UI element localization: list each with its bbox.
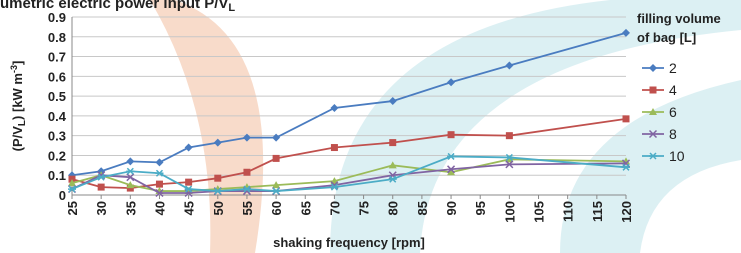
- x-tick-label: 110: [561, 201, 576, 222]
- x-tick-label: 90: [444, 201, 459, 215]
- x-tick-label: 70: [327, 201, 342, 215]
- y-tick-label: 0.1: [48, 168, 66, 183]
- legend-title: of bag [L]: [637, 30, 696, 45]
- x-tick-label: 30: [94, 201, 109, 215]
- y-tick-label: 0.4: [48, 109, 67, 124]
- chart: umetric electric power input P/VL (P/VL)…: [0, 0, 741, 253]
- legend-marker: [649, 64, 657, 72]
- x-tick-label: 65: [298, 201, 313, 215]
- x-tick-label: 55: [240, 201, 255, 215]
- legend-label: 4: [669, 82, 677, 98]
- x-tick-label: 105: [532, 201, 547, 223]
- y-tick-label: 0.2: [48, 148, 66, 163]
- x-tick-label: 85: [415, 201, 430, 215]
- x-tick-label: 80: [386, 201, 401, 215]
- x-tick-label: 60: [269, 201, 284, 215]
- y-axis-label: (P/VL) [kW m-3]: [9, 61, 28, 152]
- marker: [155, 158, 163, 166]
- marker: [126, 168, 134, 174]
- marker: [330, 104, 338, 112]
- marker: [98, 184, 105, 191]
- marker: [273, 155, 280, 162]
- x-tick-label: 100: [502, 201, 517, 223]
- marker: [331, 144, 338, 151]
- marker: [156, 181, 163, 188]
- marker: [214, 175, 221, 182]
- x-tick-label: 75: [357, 201, 372, 215]
- legend-label: 10: [669, 148, 685, 164]
- x-tick-label: 45: [182, 201, 197, 215]
- marker: [185, 144, 193, 152]
- x-tick-label: 120: [619, 201, 634, 223]
- legend-label: 2: [669, 60, 677, 76]
- y-tick-label: 0.9: [48, 10, 66, 25]
- y-tick-label: 0.5: [48, 89, 66, 104]
- marker: [506, 132, 513, 139]
- x-tick-label: 50: [211, 201, 226, 215]
- legend-label: 8: [669, 126, 677, 142]
- legend-label: 6: [669, 104, 677, 120]
- marker: [126, 157, 134, 165]
- marker: [389, 139, 396, 146]
- x-tick-label: 25: [65, 201, 80, 215]
- y-tick-label: 0.3: [48, 129, 66, 144]
- marker: [272, 188, 280, 194]
- y-tick-label: 0.8: [48, 30, 66, 45]
- marker: [448, 131, 455, 138]
- y-tick-label: 0: [59, 188, 66, 203]
- y-tick-label: 0.7: [48, 50, 66, 65]
- background-arc: [560, 80, 741, 253]
- marker: [623, 115, 630, 122]
- x-tick-label: 95: [473, 201, 488, 215]
- x-tick-label: 40: [152, 201, 167, 215]
- chart-title: umetric electric power input P/VL: [0, 0, 235, 14]
- x-tick-label: 115: [590, 201, 605, 222]
- marker: [272, 134, 280, 142]
- legend-marker: [650, 87, 657, 94]
- x-tick-label: 35: [123, 201, 138, 215]
- y-tick-label: 0.6: [48, 69, 66, 84]
- marker: [243, 169, 250, 176]
- marker: [185, 179, 192, 186]
- legend-title: filling volume: [637, 11, 721, 26]
- x-axis-label: shaking frequency [rpm]: [273, 235, 425, 250]
